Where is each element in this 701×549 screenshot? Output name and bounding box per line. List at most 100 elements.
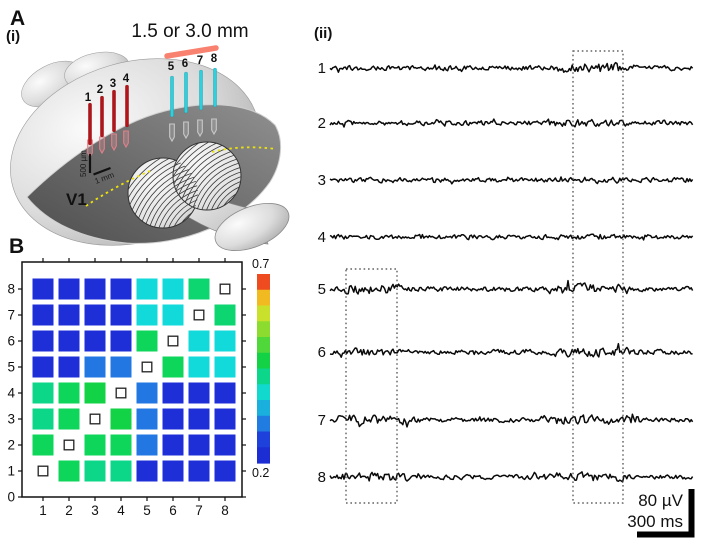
trace-number-label: 2 xyxy=(318,115,326,132)
time-scale-bar xyxy=(637,531,695,538)
colorbar-band xyxy=(257,305,270,322)
x-axis-tick-label: 6 xyxy=(169,503,177,518)
panel-b-label: B xyxy=(9,235,24,258)
x-axis-tick-label: 4 xyxy=(117,503,125,518)
heatmap-cell xyxy=(162,408,184,430)
x-axis-tick-label: 8 xyxy=(221,503,229,518)
heatmap-cell xyxy=(188,330,210,352)
electrode-bar xyxy=(213,67,217,108)
heatmap-cell xyxy=(214,460,236,482)
colorbar-band xyxy=(257,274,270,291)
y-axis-tick-label: 0 xyxy=(7,490,15,505)
heatmap-cell xyxy=(162,382,184,404)
heatmap-cell xyxy=(84,278,106,300)
heatmap-cell xyxy=(58,408,80,430)
electrode-bar xyxy=(112,89,116,133)
electrode-number: 8 xyxy=(211,53,218,65)
heatmap-cell xyxy=(188,434,210,456)
heatmap-cell xyxy=(188,382,210,404)
voltage-scale-bar xyxy=(688,489,695,537)
lfp-trace-line xyxy=(329,279,694,295)
y-axis-tick-label: 6 xyxy=(7,334,15,349)
heatmap-cell xyxy=(58,382,80,404)
heatmap-cell xyxy=(188,278,210,300)
panel-a-i-label: (i) xyxy=(6,28,20,45)
heatmap-cell xyxy=(188,356,210,378)
electrode-number: 1 xyxy=(85,92,92,104)
lfp-trace-line xyxy=(329,61,694,73)
lfp-trace-line xyxy=(329,233,694,241)
lfp-trace-line xyxy=(329,118,694,128)
heatmap-diagonal-marker xyxy=(141,361,153,373)
v1-area-label: V1 xyxy=(66,190,87,209)
heatmap-cell xyxy=(32,278,54,300)
heatmap-cell xyxy=(110,304,132,326)
colorbar-band xyxy=(257,447,270,464)
heatmap-diagonal-marker xyxy=(219,283,231,295)
heatmap-cell xyxy=(84,434,106,456)
heatmap-cell xyxy=(214,304,236,326)
trace-number-label: 5 xyxy=(318,281,326,298)
heatmap-cell xyxy=(32,304,54,326)
colorbar-band xyxy=(257,352,270,370)
heatmap-cell xyxy=(136,460,158,482)
trace-number-label: 3 xyxy=(318,172,326,189)
heatmap-cell xyxy=(110,356,132,378)
time-scale-label: 300 ms xyxy=(627,512,683,531)
x-axis-tick-label: 3 xyxy=(91,503,99,518)
heatmap-cell xyxy=(110,408,132,430)
heatmap-cell xyxy=(84,330,106,352)
brain-schematic: 12 3 45 6 7 8 500 µm 1 mm V1 1.5 or 3.0 mm xyxy=(10,21,290,252)
heatmap-cell xyxy=(110,330,132,352)
heatmap-cell xyxy=(84,304,106,326)
dashed-roi-box-right xyxy=(572,50,624,504)
heatmap-cell xyxy=(84,382,106,404)
heatmap-cell xyxy=(58,356,80,378)
electrode-bar xyxy=(184,71,188,114)
electrode-bar xyxy=(88,102,92,146)
voltage-scale-label: 80 µV xyxy=(638,491,683,510)
colorbar xyxy=(257,274,270,464)
electrode-number: 5 xyxy=(168,61,175,73)
heatmap-cell xyxy=(32,434,54,456)
heatmap-cell xyxy=(214,330,236,352)
y-axis-tick-label: 8 xyxy=(7,282,15,297)
heatmap-cell xyxy=(58,278,80,300)
electrode-tip-outline xyxy=(211,118,217,136)
v1-border-dashed-right xyxy=(211,146,277,153)
x-axis-tick-label: 1 xyxy=(39,503,47,518)
lfp-trace-line xyxy=(329,342,693,358)
distance-label: 1.5 or 3.0 mm xyxy=(131,21,248,42)
brainstem-cut-face xyxy=(214,202,290,252)
heatmap-cell xyxy=(214,408,236,430)
heatmap-diagonal-marker xyxy=(115,387,127,399)
heatmap-cell xyxy=(58,460,80,482)
heatmap-cell xyxy=(214,356,236,378)
heatmap-diagonal-marker xyxy=(37,465,49,477)
x-axis-tick-label: 2 xyxy=(65,503,73,518)
heatmap-cell xyxy=(162,304,184,326)
colorbar-band xyxy=(257,368,270,385)
dashed-roi-box-left xyxy=(345,268,398,504)
heatmap-frame xyxy=(21,261,243,498)
width-scale-bar xyxy=(93,166,111,176)
heatmap-cell xyxy=(162,460,184,482)
heatmap-cell xyxy=(136,408,158,430)
y-axis-tick-label: 5 xyxy=(7,360,15,375)
correlation-heatmap: 0 1 2 3 4 5 6 7 8 1 2 3 4 5 6 7 8 xyxy=(7,258,246,518)
electrode-number: 4 xyxy=(123,73,130,85)
heatmap-cell xyxy=(32,408,54,430)
electrode-bar xyxy=(100,95,104,138)
x-axis-tick-label: 5 xyxy=(143,503,151,518)
heatmap-cell xyxy=(110,460,132,482)
heatmap-cell xyxy=(136,330,158,352)
colorbar-band xyxy=(257,321,270,338)
lfp-traces: 1 2 3 4 5 6 7 8 xyxy=(318,60,694,486)
colorbar-min-label: 0.2 xyxy=(252,466,269,480)
heatmap-cell xyxy=(84,356,106,378)
y-axis-tick-label: 4 xyxy=(7,386,15,401)
y-axis-tick-label: 1 xyxy=(7,464,15,479)
distance-bracket-line xyxy=(164,45,219,59)
heatmap-cell xyxy=(58,330,80,352)
